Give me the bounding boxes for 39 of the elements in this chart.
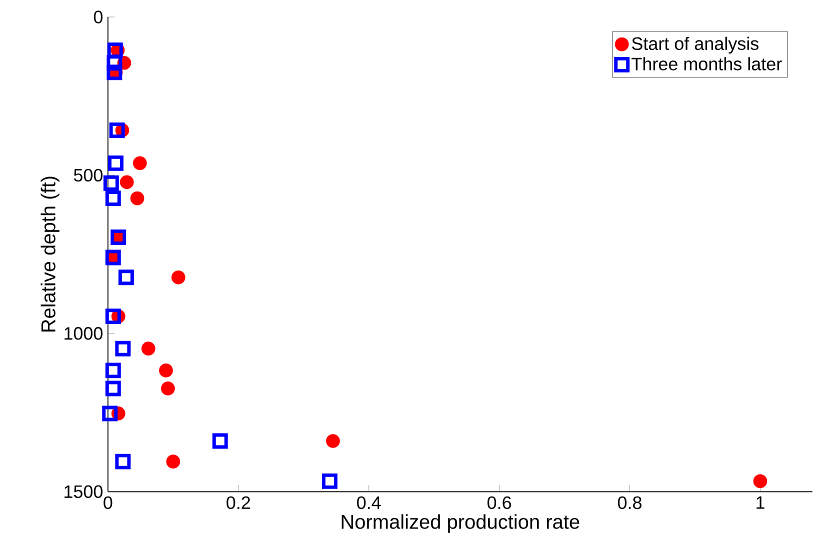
point	[103, 176, 119, 192]
x-axis-title: Normalized production rate	[342, 514, 580, 534]
y-tick-label: 1000	[64, 327, 103, 340]
point	[105, 308, 121, 324]
x-tick-label: 0.4	[357, 496, 381, 510]
point	[171, 270, 186, 285]
x-tick-label: 1	[756, 496, 764, 509]
point	[105, 190, 121, 206]
point	[109, 122, 125, 138]
point	[105, 362, 121, 378]
point	[115, 454, 131, 470]
point	[132, 156, 147, 170]
point	[118, 270, 134, 286]
x-tick-label: 0.2	[226, 496, 250, 510]
point	[166, 454, 180, 469]
point	[753, 474, 768, 488]
point	[130, 192, 144, 206]
y-tick-label: 0	[94, 10, 103, 24]
point	[161, 382, 175, 396]
x-tick-label: 0.6	[488, 496, 512, 510]
point	[108, 156, 124, 172]
y-tick-label: 1500	[64, 485, 103, 498]
point	[322, 474, 338, 490]
legend-label: Start of analysis	[632, 37, 758, 54]
point	[106, 55, 122, 71]
y-tick-label: 500	[74, 169, 103, 182]
point	[102, 406, 118, 422]
point	[120, 175, 134, 190]
point	[115, 341, 131, 357]
point	[326, 434, 340, 448]
point	[212, 433, 228, 449]
point	[159, 364, 173, 378]
x-tick-label: 0.8	[618, 496, 642, 510]
point	[141, 342, 156, 356]
point	[105, 380, 121, 396]
point	[107, 42, 123, 58]
legend-label: Three months later	[632, 57, 782, 71]
y-axis-title: Relative depth (ft)	[40, 176, 60, 332]
x-tick-label: 0	[104, 496, 112, 510]
